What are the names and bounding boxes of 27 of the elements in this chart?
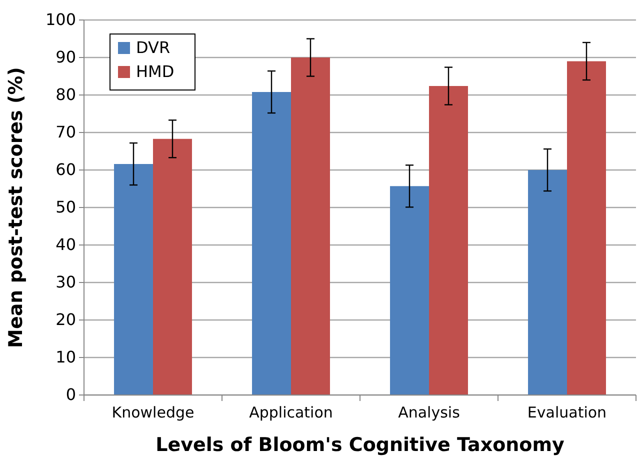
bar [528,170,567,395]
y-tick-label: 70 [56,122,76,142]
y-tick-label: 90 [56,48,76,67]
legend-label: DVR [136,38,170,57]
bar [429,86,468,395]
bar [153,138,192,395]
bar [390,186,429,395]
bar [114,164,153,395]
bar [291,58,330,395]
y-tick-label: 80 [56,85,76,104]
x-tick-label: Knowledge [112,404,194,422]
y-tick-label: 50 [56,198,76,217]
x-axis-title: Levels of Bloom's Cognitive Taxonomy [156,434,566,456]
y-tick-label: 100 [45,10,76,30]
y-tick-label: 0 [66,385,76,404]
y-tick-label: 20 [56,310,76,330]
x-tick-label: Application [249,404,333,422]
y-tick-label: 10 [56,348,76,367]
y-tick-label: 40 [56,235,76,254]
x-tick-label: Analysis [398,404,460,422]
y-tick-label: 30 [56,272,76,292]
x-tick-label: Evaluation [527,404,607,422]
bar [567,61,606,395]
y-axis-title: Mean post-test scores (%) [5,67,27,348]
legend-label: HMD [136,62,174,81]
bar [252,92,291,395]
y-tick-label: 60 [56,160,76,180]
